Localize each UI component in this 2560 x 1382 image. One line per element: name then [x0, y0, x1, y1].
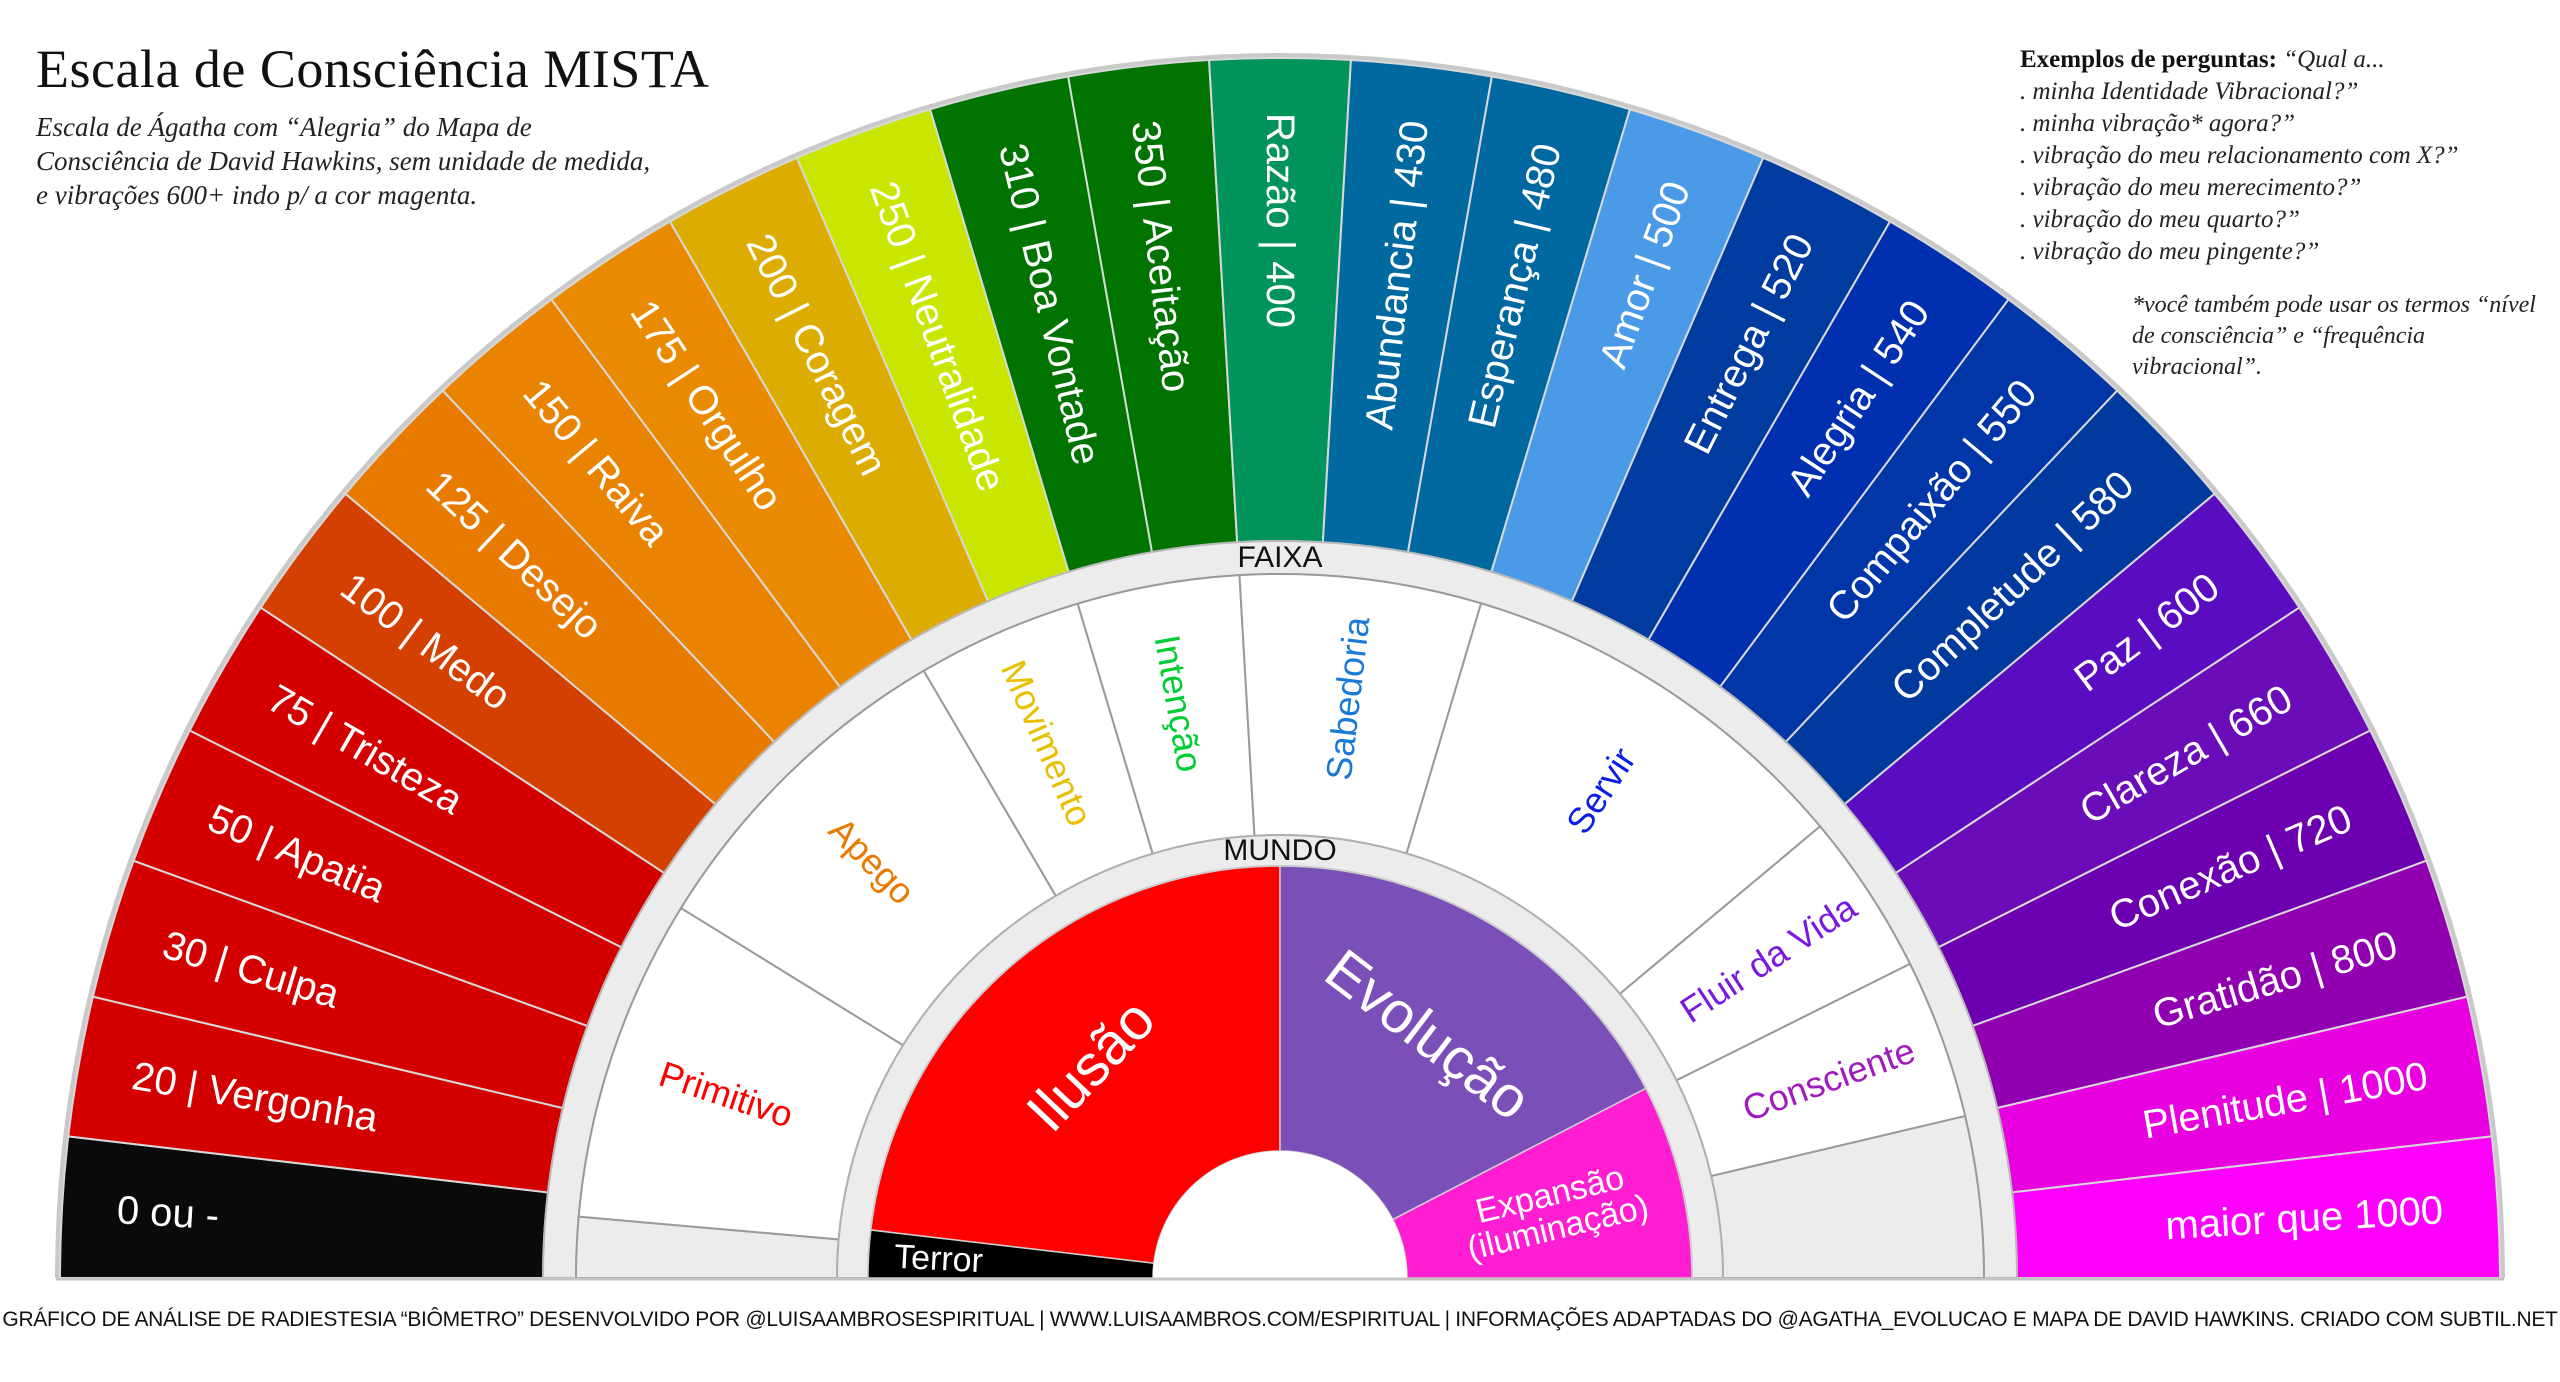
example-questions-heading-line: Exemplos de perguntas: “Qual a...: [2020, 44, 2560, 76]
mundo-band-label: MUNDO: [1223, 834, 1336, 867]
faixa-segment-intencao[interactable]: Intenção: [1076, 574, 1256, 855]
example-questions: Exemplos de perguntas: “Qual a... . minh…: [2020, 44, 2560, 268]
scale-segment-20-vergonha[interactable]: 20 | Vergonha: [67, 995, 565, 1194]
example-question: . minha vibração* agora?”: [2020, 110, 2295, 137]
example-questions-lead: “Qual a...: [2283, 46, 2385, 73]
mundo-segment-evolucao[interactable]: Evolução: [1279, 865, 1647, 1221]
example-question: . vibração do meu pingente?”: [2020, 238, 2320, 265]
mundo-segment-label: Terror: [893, 1238, 984, 1281]
scale-segment-label: Razão | 400: [1258, 113, 1302, 328]
footer-credits: GRÁFICO DE ANÁLISE DE RADIESTESIA “BIÔME…: [2, 1308, 2558, 1331]
example-question: . minha Identidade Vibracional?”: [2020, 78, 2359, 105]
example-question: . vibração do meu merecimento?”: [2020, 174, 2362, 201]
scale-segment-razao-400[interactable]: Razão | 400: [1208, 57, 1352, 544]
example-question: . vibração do meu quarto?”: [2020, 206, 2300, 233]
scale-segment-plenitude-1000[interactable]: Plenitude | 1000: [1995, 995, 2493, 1194]
page-title: Escala de Consciência MISTA: [36, 39, 710, 99]
example-question: . vibração do meu relacionamento com X?”: [2020, 142, 2459, 169]
faixa-band-label: FAIXA: [1237, 541, 1322, 574]
mundo-segment-expansao-iluminacao[interactable]: Expansão(iluminação): [1391, 1087, 1693, 1279]
scale-segment-label: 0 ou -: [116, 1188, 221, 1238]
scale-segment-350-aceitacao[interactable]: 350 | Aceitação: [1066, 59, 1239, 554]
band-labels: FAIXA MUNDO: [1223, 541, 1336, 867]
terms-note: *você também pode usar os termos “nível …: [2132, 292, 2536, 380]
scale-segment-0-ou[interactable]: 0 ou -: [58, 1135, 550, 1279]
page-subtitle: Escala de Ágatha com “Alegria” do Mapa d…: [36, 112, 651, 210]
faixa-segment-consciente[interactable]: Consciente: [1675, 962, 1967, 1178]
example-questions-heading: Exemplos de perguntas:: [2020, 46, 2277, 73]
scale-segment-maior-que-1000[interactable]: maior que 1000: [2010, 1135, 2502, 1279]
mundo-segment-ilusao[interactable]: Ilusão: [869, 865, 1281, 1265]
faixa-segment-apego[interactable]: Apego: [679, 669, 1058, 1047]
